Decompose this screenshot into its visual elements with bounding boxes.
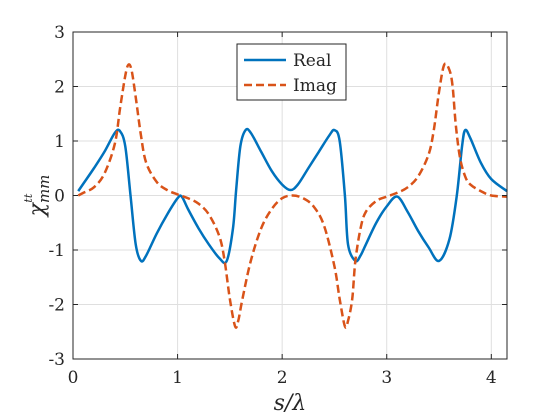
series-imag-line: [77, 62, 508, 329]
y-axis-label: χmmtt: [22, 175, 53, 219]
legend-label-real: Real: [293, 51, 331, 71]
tick-labels: 0 1 2 3 4 -3 -2 -1 0 1 2 3: [48, 23, 496, 388]
ticks: [72, 31, 507, 360]
svg-text:χmmtt: χmmtt: [22, 175, 53, 219]
x-tick-label: 0: [68, 368, 79, 388]
y-axis-label-symbol: χ: [25, 201, 50, 218]
legend: Real Imag: [236, 43, 347, 101]
y-tick-label: -3: [48, 350, 65, 370]
series-real-line: [77, 127, 508, 265]
y-axis-label-subscript: mm: [35, 175, 53, 203]
y-tick-label: 0: [54, 187, 65, 207]
series-layer: [77, 62, 508, 329]
legend-box: [236, 43, 347, 101]
x-tick-label: 1: [172, 368, 183, 388]
y-tick-label: 1: [54, 132, 65, 152]
y-axis-label-superscript: tt: [22, 193, 35, 202]
y-tick-label: 2: [54, 78, 65, 98]
x-axis-label: s/λ: [274, 391, 307, 416]
y-tick-label: -1: [48, 241, 65, 261]
legend-label-imag: Imag: [293, 76, 337, 96]
x-tick-label: 4: [486, 368, 497, 388]
y-tick-label: 3: [54, 23, 65, 43]
x-tick-label: 3: [381, 368, 392, 388]
y-tick-label: -2: [48, 296, 65, 316]
x-tick-label: 2: [277, 368, 288, 388]
